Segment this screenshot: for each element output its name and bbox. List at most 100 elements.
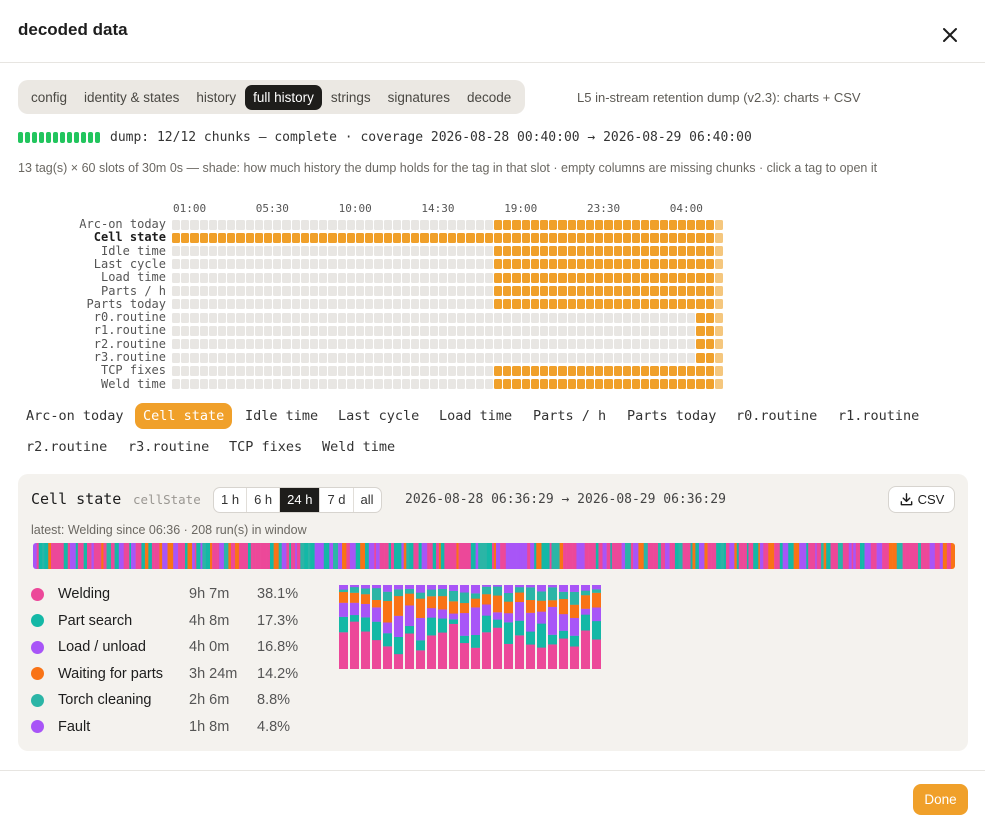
heatmap-row-label[interactable]: TCP fixes	[100, 363, 166, 378]
range-option-6h[interactable]: 6 h	[247, 488, 281, 512]
heatmap-cell	[512, 286, 521, 296]
heatmap-cell	[245, 352, 254, 363]
heatmap-row-label[interactable]: r1.routine	[93, 323, 166, 338]
strip-segment	[704, 543, 708, 569]
tag-chip-arc-on-today[interactable]: Arc-on today	[26, 408, 124, 424]
heatmap-row-label[interactable]: Parts today	[86, 296, 166, 311]
strip-segment	[774, 543, 781, 569]
heatmap-cell	[512, 232, 521, 243]
bar-segment	[570, 585, 579, 592]
heatmap-row-label[interactable]: r2.routine	[93, 336, 166, 351]
heatmap-cell	[604, 219, 613, 230]
tag-chip-load-time[interactable]: Load time	[439, 408, 513, 424]
strip-segment	[463, 543, 469, 569]
bar-segment	[438, 588, 447, 597]
strip-segment	[725, 543, 730, 569]
strip-segment	[247, 543, 252, 569]
strip-segment	[746, 543, 749, 569]
tab-strings[interactable]: strings	[330, 89, 371, 105]
heatmap-cell	[567, 232, 576, 243]
tag-chip-r0-routine[interactable]: r0.routine	[736, 408, 818, 424]
heatmap-cell	[503, 246, 512, 257]
strip-segment	[365, 543, 370, 569]
heatmap-cell	[227, 339, 236, 350]
tab-signatures[interactable]: signatures	[387, 89, 450, 105]
tag-chip-idle-time[interactable]: Idle time	[245, 408, 319, 424]
heatmap-cell	[356, 379, 365, 390]
bar-segment	[537, 600, 546, 612]
strip-segment	[129, 543, 132, 569]
heatmap-cell	[659, 379, 668, 390]
tab-full-history[interactable]: full history	[245, 84, 322, 110]
heatmap-cell	[604, 312, 613, 323]
bar-segment	[350, 614, 359, 622]
legend-dot	[31, 614, 44, 627]
heatmap-cell	[595, 286, 604, 296]
bar-segment	[427, 585, 436, 590]
heatmap-cell	[494, 312, 503, 323]
tag-chip-parts-h[interactable]: Parts / h	[533, 408, 607, 424]
heatmap-row-label[interactable]: r3.routine	[93, 350, 166, 364]
tab-identity-states[interactable]: identity & states	[84, 89, 180, 105]
tag-chip-weld-time[interactable]: Weld time	[322, 439, 396, 455]
heatmap-cell	[273, 259, 282, 270]
strip-segment	[598, 543, 603, 569]
range-option-24h[interactable]: 24 h	[280, 488, 321, 512]
heatmap-row-label[interactable]: Parts / h	[100, 283, 166, 298]
tab-history[interactable]: history	[196, 89, 237, 105]
bar-segment	[427, 589, 436, 597]
bar-segment	[537, 591, 546, 601]
heatmap-cell	[300, 312, 310, 323]
tab-config[interactable]: config	[31, 89, 68, 105]
heatmap-cell	[521, 259, 530, 270]
heatmap-cell	[549, 259, 558, 270]
heatmap-cell	[632, 325, 641, 336]
strip-segment	[219, 543, 225, 569]
tag-chip-tcp-fixes[interactable]: TCP fixes	[229, 439, 303, 455]
heatmap-cell	[494, 365, 503, 376]
heatmap-cell	[172, 299, 181, 310]
heatmap-row-label[interactable]: r0.routine	[93, 310, 166, 325]
tag-chip-parts-today[interactable]: Parts today	[627, 408, 717, 424]
strip-segment	[230, 543, 234, 569]
tag-chip-r2-routine[interactable]: r2.routine	[26, 439, 108, 455]
legend-item: Welding 9h 7m 38.1%	[31, 584, 298, 604]
heatmap-cell	[411, 365, 420, 376]
dump-status: dump: 12/12 chunks — complete · coverage…	[18, 130, 752, 145]
tag-chip-r3-routine[interactable]: r3.routine	[128, 439, 210, 455]
close-icon[interactable]	[938, 23, 962, 47]
strip-segment	[926, 543, 930, 569]
done-button[interactable]: Done	[913, 784, 968, 815]
tab-decode[interactable]: decode	[466, 89, 512, 105]
heatmap-cell	[475, 339, 484, 350]
tag-chip-r1-routine[interactable]: r1.routine	[838, 408, 920, 424]
heatmap-row-label[interactable]: Arc-on today	[79, 217, 166, 231]
heatmap-cell	[254, 219, 264, 230]
heatmap-cell	[678, 246, 687, 257]
strip-segment	[657, 543, 662, 569]
tag-chip-last-cycle[interactable]: Last cycle	[338, 408, 420, 424]
range-option-all[interactable]: all	[360, 492, 374, 507]
heatmap-cell	[264, 246, 273, 257]
heatmap-row-label[interactable]: Load time	[100, 270, 166, 285]
range-option-7d[interactable]: 7 d	[320, 488, 354, 512]
strip-segment	[643, 543, 649, 569]
tag-chip-cell-state[interactable]: Cell state	[135, 403, 233, 429]
heatmap-row-label[interactable]: Last cycle	[93, 256, 166, 271]
heatmap-cell	[172, 272, 181, 283]
range-option-1h[interactable]: 1 h	[214, 488, 248, 512]
bar-segment	[416, 640, 425, 651]
heatmap-cell	[632, 259, 641, 270]
heatmap-cell	[356, 219, 365, 230]
heatmap-cell	[365, 286, 374, 296]
heatmap-cell	[420, 379, 429, 390]
heatmap-cell	[576, 272, 586, 283]
heatmap-row-label[interactable]: Idle time	[100, 243, 166, 258]
heatmap-cell	[172, 365, 181, 376]
strip-segment	[720, 543, 725, 569]
heatmap-row-label[interactable]: Cell state	[93, 230, 166, 245]
bar-segment	[581, 630, 590, 669]
csv-button[interactable]: CSV	[888, 486, 955, 513]
bar-segment	[405, 633, 414, 669]
heatmap-row-label[interactable]: Weld time	[100, 376, 166, 391]
